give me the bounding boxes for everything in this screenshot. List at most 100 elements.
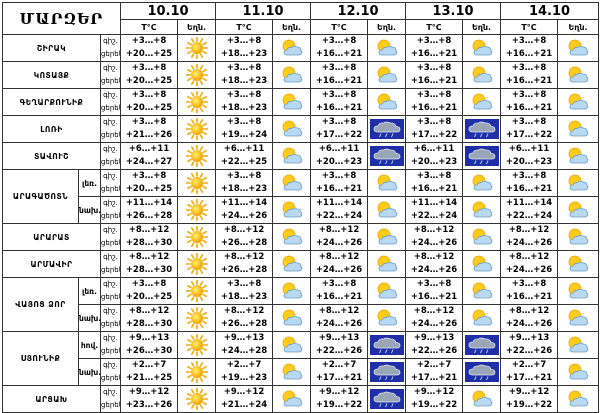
- partly-cloudy-icon: [272, 358, 312, 386]
- night-label: գիշ.: [99, 196, 122, 210]
- night-temp: +8…+12: [120, 223, 179, 237]
- day-label: ցերեկ.: [99, 345, 122, 359]
- night-temp: +11…+14: [500, 196, 559, 210]
- night-temp: +2…+7: [120, 358, 179, 372]
- night-temp: +8…+12: [405, 223, 464, 237]
- table-row: ԼՈՌԻ գիշ. +3…+8 +3…+8 +3…+8 +3…+8 +3…+8: [2, 115, 600, 143]
- table-row: ցերեկ.+23…+26 +21…+24 +19…+22 +19…+22 +19…+2…: [3, 399, 599, 413]
- subregion-name: նախ.: [78, 196, 101, 224]
- night-temp: +8…+12: [500, 250, 559, 264]
- table-row: ՍՅՈՒՆԻՔ հով. գիշ. +9…+13 +9…+13 +9…+13 +9…+13 +…: [2, 331, 600, 386]
- night-temp: +9…+13: [500, 331, 559, 345]
- day-temp: +16…+21: [405, 291, 464, 305]
- day-temp: +28…+30: [120, 237, 179, 251]
- night-temp: +3…+8: [215, 34, 274, 48]
- day-temp: +21…+24: [215, 399, 274, 413]
- region-name: ՎԱՅՈՑ ՁՈՐ: [2, 277, 79, 332]
- partly-cloudy-icon: [462, 61, 502, 89]
- night-temp: +9…+12: [310, 385, 369, 399]
- sun-icon: [177, 115, 217, 143]
- day-temp: +20…+23: [500, 156, 559, 170]
- region-name: ԳԵՂԱՐՔՈՒՆԻՔ: [2, 88, 101, 116]
- table-row: նախ. գիշ. +8…+12 +8…+12 +8…+12 +8…+12 +8…+12: [3, 304, 600, 332]
- partly-cloudy-icon: [462, 385, 502, 413]
- sun-icon: [177, 88, 217, 116]
- night-temp: +8…+12: [310, 250, 369, 264]
- day-temp: +16…+21: [500, 183, 559, 197]
- region-name: ՏԱՎՈՒՇ: [2, 142, 101, 170]
- night-temp: +3…+8: [310, 277, 369, 291]
- night-temp: +9…+13: [120, 331, 179, 345]
- night-label: գիշ.: [99, 169, 122, 183]
- day-label: ցերեկ.: [99, 210, 122, 224]
- sun-icon: [177, 223, 217, 251]
- sun-icon: [177, 304, 217, 332]
- table-row: ՇԻՐԱԿ գիշ. +3…+8 +3…+8 +3…+8 +3…+8 +3…+8: [2, 34, 600, 62]
- day-temp: +16…+21: [405, 183, 464, 197]
- day-label: ցերեկ.: [99, 183, 122, 197]
- table-row: ցերեկ.+21…+26 +19…+24 +17…+22 +17…+22 +17…+2…: [3, 129, 599, 143]
- day-temp: +26…+30: [120, 345, 179, 359]
- night-temp: +3…+8: [215, 88, 274, 102]
- night-temp: +9…+12: [500, 385, 559, 399]
- night-label: գիշ.: [99, 88, 122, 102]
- day-temp: +24…+26: [215, 210, 274, 224]
- night-temp: +9…+13: [215, 331, 274, 345]
- table-row: նախ. գիշ. +11…+14 +11…+14 +11…+14 +11…+14 +11……: [3, 196, 600, 224]
- night-temp: +11…+14: [120, 196, 179, 210]
- night-temp: +3…+8: [120, 61, 179, 75]
- day-temp: +19…+22: [405, 399, 464, 413]
- date-header: 12.10: [310, 2, 407, 20]
- partly-cloudy-icon: [272, 250, 312, 278]
- partly-cloudy-icon: [272, 61, 312, 89]
- date-header: 10.10: [120, 2, 217, 20]
- region-name: ԱՐԱԳԱԾՈՏՆ: [2, 169, 79, 224]
- table-row: ցերեկ.+26…+30 +24…+28 +22…+26 +22…+26 +22…+2…: [3, 345, 599, 359]
- day-temp: +24…+26: [500, 237, 559, 251]
- table-row: ցերեկ.+28…+30 +26…+28 +24…+26 +24…+26 +24…+2…: [3, 264, 599, 278]
- rain-cloud-icon: [462, 142, 502, 170]
- table-row: ցերեկ.+28…+30 +26…+28 +24…+26 +24…+26 +24…+2…: [3, 237, 599, 251]
- night-temp: +8…+12: [500, 304, 559, 318]
- day-temp: +21…+26: [120, 129, 179, 143]
- day-temp: +16…+21: [310, 291, 369, 305]
- subregion-name: լեռ.: [78, 169, 101, 197]
- night-temp: +6…+11: [500, 142, 559, 156]
- day-temp: +24…+26: [500, 318, 559, 332]
- night-temp: +6…+11: [120, 142, 179, 156]
- day-temp: +28…+30: [120, 264, 179, 278]
- night-temp: +8…+12: [215, 250, 274, 264]
- night-temp: +2…+7: [310, 358, 369, 372]
- partly-cloudy-icon: [272, 331, 312, 359]
- sun-icon: [177, 34, 217, 62]
- sun-icon: [177, 331, 217, 359]
- day-temp: +20…+23: [405, 156, 464, 170]
- partly-cloudy-icon: [462, 34, 502, 62]
- table-row: ԱՐՑԱԽ գիշ. +9…+12 +9…+12 +9…+12 +9…+12 +9…+12: [2, 385, 600, 413]
- date-header: 13.10: [405, 2, 502, 20]
- night-temp: +6…+11: [310, 142, 369, 156]
- night-temp: +3…+8: [310, 34, 369, 48]
- partly-cloudy-icon: [557, 115, 600, 143]
- day-temp: +20…+25: [120, 291, 179, 305]
- night-temp: +2…+7: [500, 358, 559, 372]
- partly-cloudy-icon: [367, 250, 407, 278]
- partly-cloudy-icon: [462, 196, 502, 224]
- table-row: ԿՈՏԱՅՔ գիշ. +3…+8 +3…+8 +3…+8 +3…+8 +3…+8: [2, 61, 600, 89]
- temp-column-header: T°C: [500, 19, 559, 35]
- day-temp: +19…+24: [215, 129, 274, 143]
- night-label: գիշ.: [99, 250, 122, 264]
- partly-cloudy-icon: [557, 385, 600, 413]
- night-temp: +3…+8: [120, 88, 179, 102]
- night-temp: +3…+8: [500, 88, 559, 102]
- night-temp: +2…+7: [215, 358, 274, 372]
- day-label: ցերեկ.: [99, 372, 122, 386]
- day-temp: +17…+22: [405, 129, 464, 143]
- weather-column-header: Եղն.: [462, 19, 502, 35]
- night-temp: +9…+12: [405, 385, 464, 399]
- day-temp: +20…+23: [310, 156, 369, 170]
- weather-column-header: Եղն.: [177, 19, 217, 35]
- partly-cloudy-icon: [367, 61, 407, 89]
- day-label: ցերեկ.: [99, 102, 122, 116]
- partly-cloudy-icon: [272, 277, 312, 305]
